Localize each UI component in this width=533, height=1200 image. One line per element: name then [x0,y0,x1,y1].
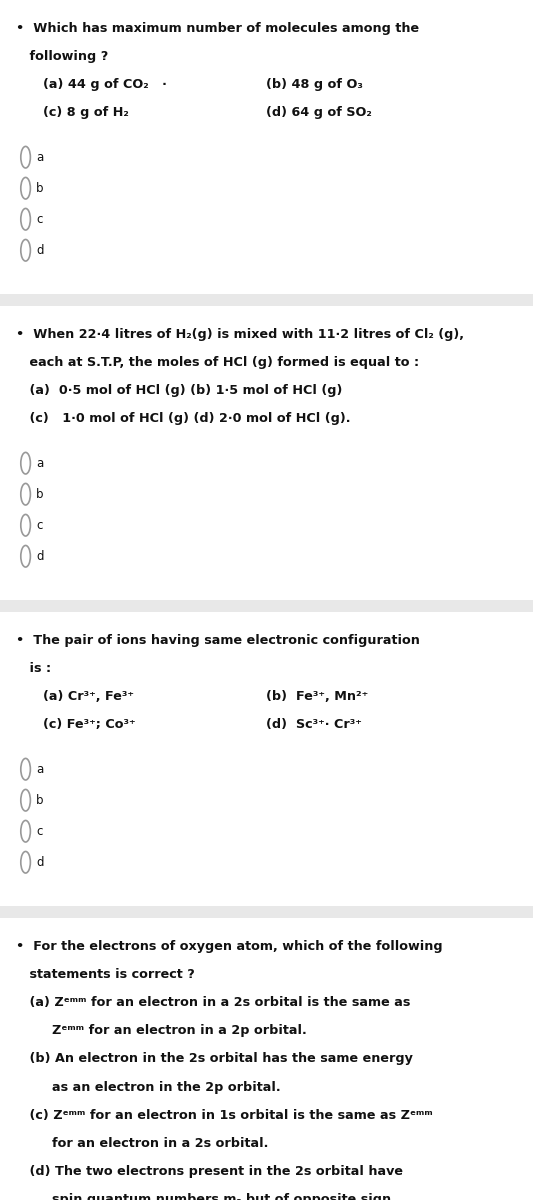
Text: (d)  Sc³⁺· Cr³⁺: (d) Sc³⁺· Cr³⁺ [266,718,362,731]
Text: (b) An electron in the 2s orbital has the same energy: (b) An electron in the 2s orbital has th… [16,1052,413,1066]
Text: a: a [36,763,44,775]
Text: •  The pair of ions having same electronic configuration: • The pair of ions having same electroni… [16,634,420,647]
Text: (d) 64 g of SO₂: (d) 64 g of SO₂ [266,106,372,119]
Text: b: b [36,793,44,806]
Text: (a)  0·5 mol of HCl (g) (b) 1·5 mol of HCl (g): (a) 0·5 mol of HCl (g) (b) 1·5 mol of HC… [16,384,342,397]
Text: b: b [36,181,44,194]
Text: each at S.T.P, the moles of HCl (g) formed is equal to :: each at S.T.P, the moles of HCl (g) form… [16,355,419,368]
FancyBboxPatch shape [0,918,533,1200]
Text: Zᵉᵐᵐ for an electron in a 2p orbital.: Zᵉᵐᵐ for an electron in a 2p orbital. [16,1024,306,1037]
Text: d: d [36,856,44,869]
Text: c: c [36,518,43,532]
Text: (b) 48 g of O₃: (b) 48 g of O₃ [266,78,364,91]
Text: (a) 44 g of CO₂   ·: (a) 44 g of CO₂ · [43,78,166,91]
Text: d: d [36,244,44,257]
Text: statements is correct ?: statements is correct ? [16,967,195,980]
Text: d: d [36,550,44,563]
Text: •  When 22·4 litres of H₂(g) is mixed with 11·2 litres of Cl₂ (g),: • When 22·4 litres of H₂(g) is mixed wit… [16,328,464,341]
Text: is :: is : [16,662,51,674]
Text: a: a [36,457,44,469]
FancyBboxPatch shape [0,612,533,906]
Text: •  For the electrons of oxygen atom, which of the following: • For the electrons of oxygen atom, whic… [16,940,442,953]
Text: (c) 8 g of H₂: (c) 8 g of H₂ [43,106,128,119]
FancyBboxPatch shape [0,306,533,600]
Text: •  Which has maximum number of molecules among the: • Which has maximum number of molecules … [16,22,419,35]
Text: following ?: following ? [16,49,108,62]
Text: (a) Cr³⁺, Fe³⁺: (a) Cr³⁺, Fe³⁺ [43,690,134,703]
Text: b: b [36,487,44,500]
Text: a: a [36,151,44,163]
FancyBboxPatch shape [0,0,533,294]
Text: (c)   1·0 mol of HCl (g) (d) 2·0 mol of HCl (g).: (c) 1·0 mol of HCl (g) (d) 2·0 mol of HC… [16,412,351,425]
Text: (c) Zᵉᵐᵐ for an electron in 1s orbital is the same as Zᵉᵐᵐ: (c) Zᵉᵐᵐ for an electron in 1s orbital i… [16,1109,433,1122]
Text: as an electron in the 2p orbital.: as an electron in the 2p orbital. [16,1080,280,1093]
Text: spin quantum numbers mₛ but of opposite sign.: spin quantum numbers mₛ but of opposite … [16,1193,396,1200]
Text: c: c [36,824,43,838]
Text: (a) Zᵉᵐᵐ for an electron in a 2s orbital is the same as: (a) Zᵉᵐᵐ for an electron in a 2s orbital… [16,996,410,1009]
Text: (c) Fe³⁺; Co³⁺: (c) Fe³⁺; Co³⁺ [43,718,135,731]
Text: for an electron in a 2s orbital.: for an electron in a 2s orbital. [16,1138,268,1150]
Text: c: c [36,212,43,226]
Text: (b)  Fe³⁺, Mn²⁺: (b) Fe³⁺, Mn²⁺ [266,690,369,703]
Text: (d) The two electrons present in the 2s orbital have: (d) The two electrons present in the 2s … [16,1165,403,1178]
